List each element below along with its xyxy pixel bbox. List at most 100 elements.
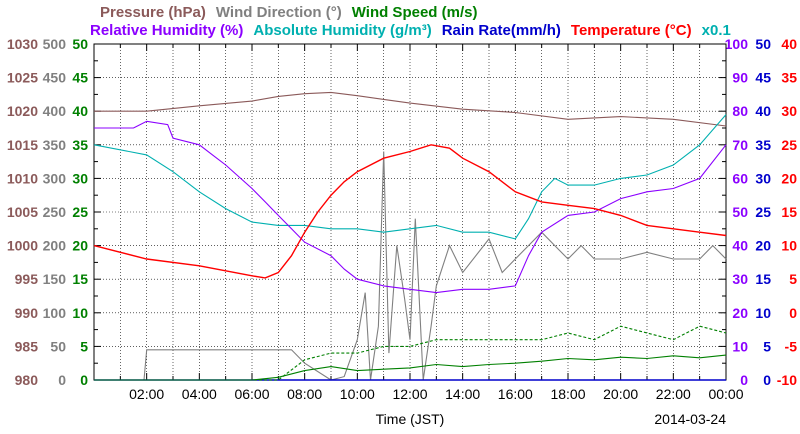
rain_rate-tick-label: 40: [755, 103, 771, 119]
legend-r2-rain_rate: Rain Rate(mm/h): [442, 22, 561, 39]
x-tick-label: 18:00: [550, 386, 585, 402]
wind_direction-tick-label: 350: [43, 137, 67, 153]
x-tick-label: 20:00: [603, 386, 638, 402]
series-temperature: [93, 144, 727, 279]
wind_speed-tick-label: 15: [72, 271, 88, 287]
series-relative_humidity: [93, 120, 727, 294]
wind_direction-tick-label: 50: [50, 338, 66, 354]
wind_direction-tick-label: 500: [43, 36, 67, 52]
temperature-tick-label: 35: [781, 70, 797, 86]
wind_speed-tick-label: 10: [72, 305, 88, 321]
rain_rate-tick-label: 0: [763, 372, 771, 388]
relative_humidity-tick-label: 80: [732, 103, 748, 119]
rain_rate-tick-label: 10: [755, 305, 771, 321]
legend-r1-wind_speed: Wind Speed (m/s): [352, 4, 478, 21]
wind_speed-tick-label: 5: [80, 338, 88, 354]
x-tick-label: 06:00: [234, 386, 269, 402]
pressure-tick-label: 1015: [7, 137, 38, 153]
relative_humidity-tick-label: 70: [732, 137, 748, 153]
relative_humidity-tick-label: 50: [732, 204, 748, 220]
rain_rate-tick-label: 50: [755, 36, 771, 52]
pressure-tick-label: 990: [15, 305, 39, 321]
relative_humidity-tick-label: 60: [732, 170, 748, 186]
x-axis-title: Time (JST): [376, 411, 445, 427]
x-tick-label: 22:00: [656, 386, 691, 402]
wind_speed-tick-label: 45: [72, 70, 88, 86]
wind_direction-tick-label: 0: [58, 372, 66, 388]
pressure-tick-label: 1005: [7, 204, 38, 220]
rain_rate-tick-label: 15: [755, 271, 771, 287]
x-axis: 02:00 04:00 06:00 08:00 10:00 12:00 14:00 16:00…: [93, 44, 744, 402]
legend: Pressure (hPa) Wind Direction (°) Wind Spe…: [90, 4, 731, 39]
temperature-tick-label: 5: [789, 271, 797, 287]
legend-r2-absolute_humidity: x0.1: [702, 22, 731, 39]
wind_direction-tick-label: 200: [43, 238, 67, 254]
wind_speed-tick-label: 25: [72, 204, 88, 220]
legend-r2-absolute_humidity: Absolute Humidity (g/m³): [253, 22, 431, 39]
legend-r1-wind_direction: Wind Direction (°): [216, 4, 342, 21]
rain_rate-tick-label: 20: [755, 238, 771, 254]
rain_rate-tick-label: 25: [755, 204, 771, 220]
series-absolute_humidity: [93, 114, 727, 240]
grid: [94, 44, 726, 380]
wind_direction-tick-label: 250: [43, 204, 67, 220]
pressure-tick-label: 980: [15, 372, 39, 388]
legend-r2-relative_humidity: Relative Humidity (%): [90, 22, 243, 39]
pressure-tick-label: 985: [15, 338, 39, 354]
relative_humidity-tick-label: 20: [732, 305, 748, 321]
legend-r1-pressure: Pressure (hPa): [100, 4, 206, 21]
wind_direction-tick-label: 400: [43, 103, 67, 119]
wind_direction-tick-label: 300: [43, 170, 67, 186]
wind_speed-tick-label: 40: [72, 103, 88, 119]
y-axes: 1030102510201015101010051000995990985980…: [7, 36, 797, 388]
temperature-tick-label: 10: [781, 238, 797, 254]
temperature-tick-label: -10: [777, 372, 797, 388]
series-wind_speed_gust: [93, 325, 727, 381]
x-tick-label: 00:00: [708, 386, 743, 402]
wind_direction-tick-label: 150: [43, 271, 67, 287]
pressure-tick-label: 1025: [7, 70, 38, 86]
temperature-tick-label: 0: [789, 305, 797, 321]
pressure-tick-label: 1030: [7, 36, 38, 52]
x-tick-label: 08:00: [287, 386, 322, 402]
rain_rate-tick-label: 5: [763, 338, 771, 354]
x-tick-label: 16:00: [498, 386, 533, 402]
relative_humidity-tick-label: 0: [740, 372, 748, 388]
x-tick-label: 02:00: [129, 386, 164, 402]
pressure-tick-label: 1000: [7, 238, 38, 254]
x-tick-label: 10:00: [340, 386, 375, 402]
temperature-tick-label: 20: [781, 170, 797, 186]
date-label: 2014-03-24: [654, 411, 726, 427]
relative_humidity-tick-label: 90: [732, 70, 748, 86]
temperature-tick-label: 15: [781, 204, 797, 220]
temperature-tick-label: 25: [781, 137, 797, 153]
rain_rate-tick-label: 45: [755, 70, 771, 86]
relative_humidity-tick-label: 40: [732, 238, 748, 254]
rain_rate-tick-label: 30: [755, 170, 771, 186]
x-tick-label: 04:00: [182, 386, 217, 402]
wind_direction-tick-label: 100: [43, 305, 67, 321]
temperature-tick-label: -5: [785, 338, 798, 354]
wind_speed-tick-label: 20: [72, 238, 88, 254]
x-tick-label: 12:00: [392, 386, 427, 402]
series-layer: [93, 91, 727, 381]
relative_humidity-tick-label: 30: [732, 271, 748, 287]
temperature-tick-label: 40: [781, 36, 797, 52]
pressure-tick-label: 1020: [7, 103, 38, 119]
rain_rate-tick-label: 35: [755, 137, 771, 153]
wind_speed-tick-label: 35: [72, 137, 88, 153]
wind_speed-line: [94, 354, 727, 381]
x-tick-label: 14:00: [445, 386, 480, 402]
wind_speed-tick-label: 50: [72, 36, 88, 52]
legend-r2-temperature: Temperature (°C): [571, 22, 692, 39]
relative_humidity-tick-label: 100: [725, 36, 749, 52]
relative_humidity-tick-label: 10: [732, 338, 748, 354]
pressure-tick-label: 995: [15, 271, 39, 287]
wind_direction-tick-label: 450: [43, 70, 67, 86]
temperature-tick-label: 30: [781, 103, 797, 119]
series-pressure: [93, 91, 727, 127]
pressure-tick-label: 1010: [7, 170, 38, 186]
wind_speed-tick-label: 0: [80, 372, 88, 388]
